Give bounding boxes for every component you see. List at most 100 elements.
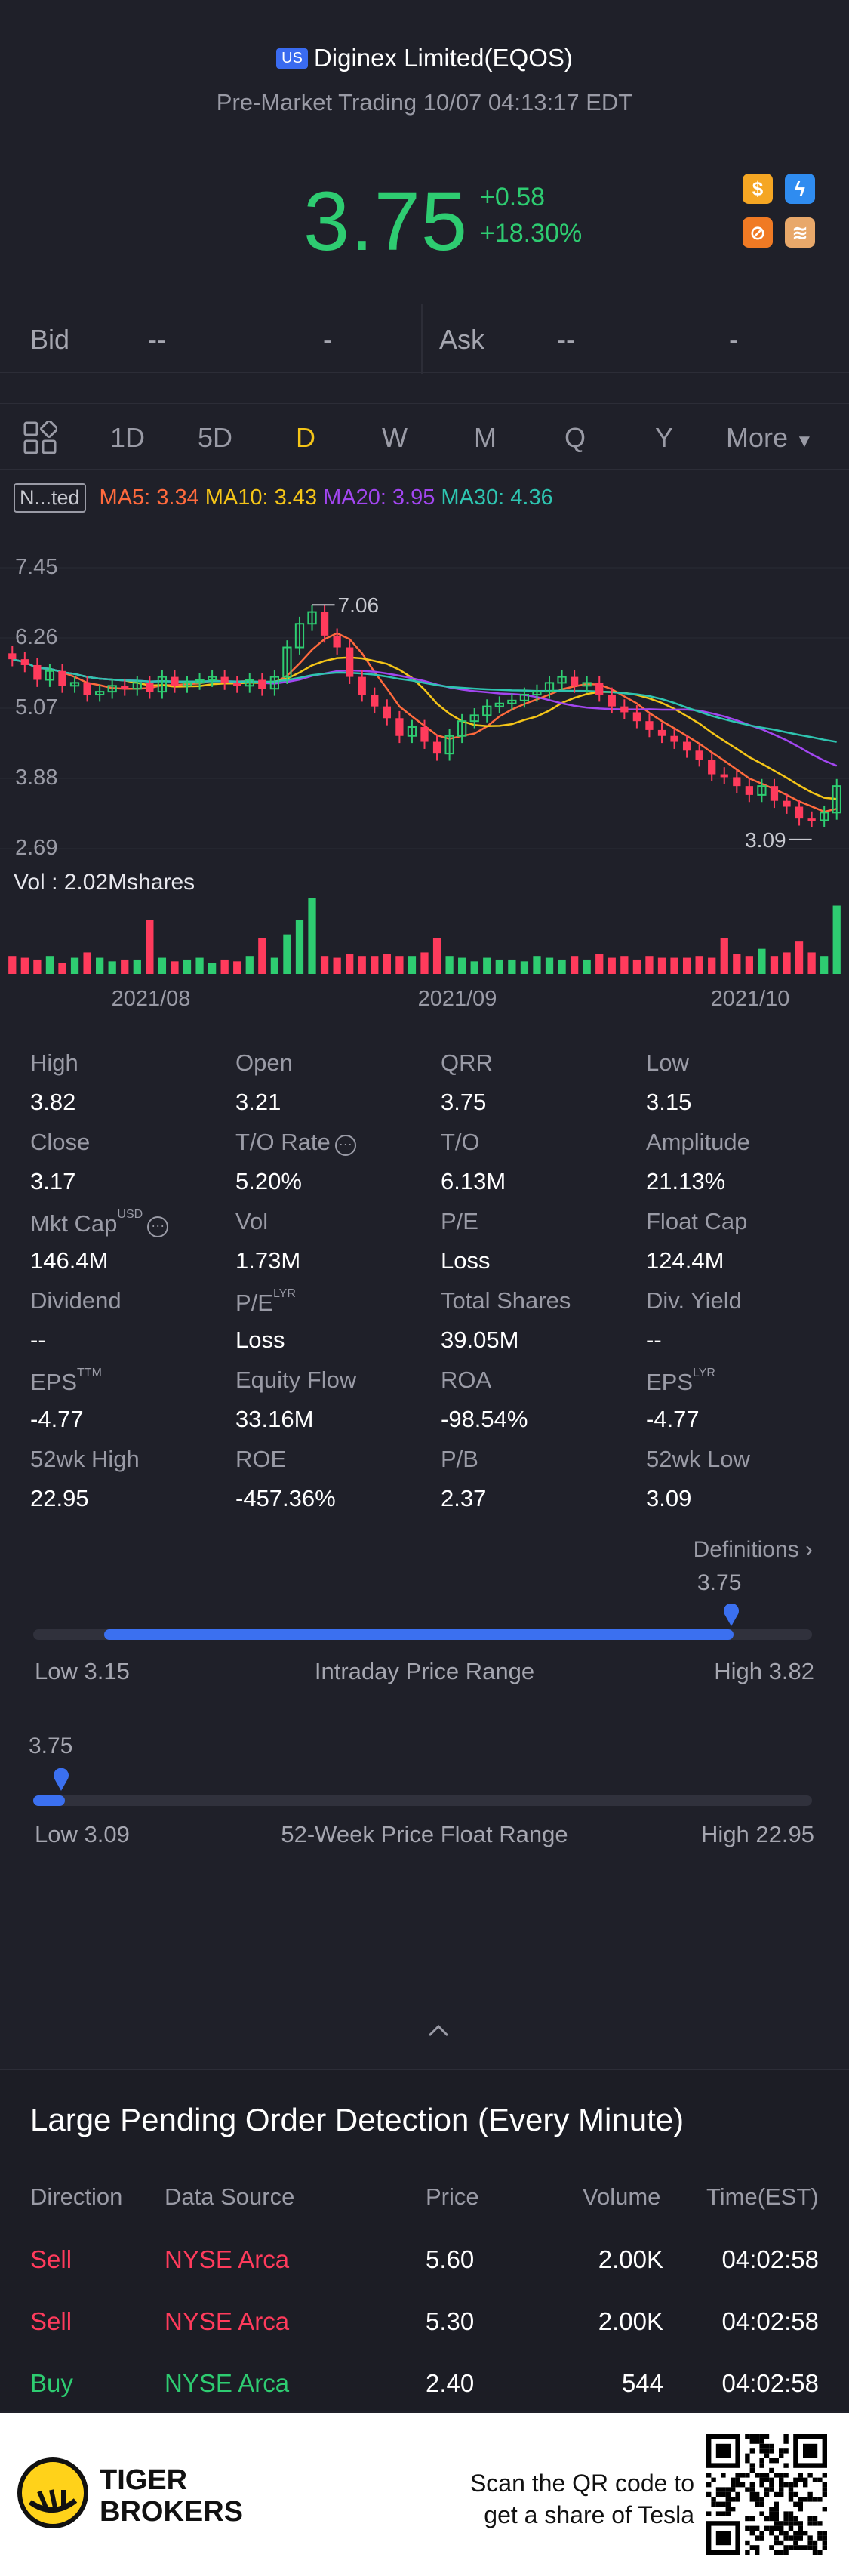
- stat-label: Total Shares: [441, 1287, 571, 1314]
- tab-d[interactable]: D: [296, 422, 315, 453]
- qr-module: [774, 2473, 779, 2478]
- col-price: Price: [426, 2183, 479, 2210]
- volume-bar: [783, 952, 791, 974]
- qr-module: [745, 2550, 750, 2555]
- stat-label-text: Close: [30, 1129, 91, 1155]
- more-info-icon[interactable]: ···: [147, 1216, 169, 1237]
- stat-label-text: Low: [646, 1049, 689, 1076]
- volume-bar: [245, 956, 254, 974]
- qr-module: [783, 2511, 789, 2516]
- qr-module: [731, 2477, 736, 2482]
- volume-bar: [220, 959, 229, 974]
- candle-body: [657, 729, 666, 736]
- qr-module: [774, 2525, 779, 2531]
- qr-module: [745, 2434, 750, 2439]
- qr-module: [769, 2511, 774, 2516]
- candle-body: [582, 682, 592, 687]
- qr-module: [817, 2550, 823, 2555]
- candle-body: [432, 741, 441, 754]
- chevron-up-icon[interactable]: [427, 2023, 450, 2038]
- definitions-link[interactable]: Definitions ›: [694, 1537, 813, 1563]
- stack-icon[interactable]: ≋: [785, 217, 815, 248]
- candle-body: [83, 683, 91, 695]
- volume-bar: [470, 961, 478, 974]
- qr-module: [812, 2516, 818, 2522]
- qr-module: [769, 2545, 774, 2550]
- qr-module: [759, 2501, 764, 2507]
- stat-value: 1.73M: [235, 1247, 301, 1274]
- qr-module: [788, 2545, 794, 2550]
- qr-module: [769, 2458, 774, 2464]
- qr-module: [783, 2439, 789, 2444]
- qr-module: [764, 2491, 770, 2497]
- indicator-selector[interactable]: N...ted: [14, 483, 86, 513]
- qr-module: [769, 2531, 774, 2536]
- tab-5d[interactable]: 5D: [198, 422, 233, 453]
- ma20-line: [12, 658, 838, 767]
- tab-more-label: More: [726, 422, 789, 453]
- qr-module: [807, 2497, 813, 2502]
- stat-label-text: Float Cap: [646, 1208, 748, 1234]
- volume-bars: [8, 898, 841, 974]
- qr-module: [759, 2535, 764, 2541]
- candle-body: [207, 676, 217, 681]
- price-change-pct: +18.30%: [480, 219, 583, 248]
- layout-grid-icon[interactable]: [23, 421, 57, 455]
- tab-m[interactable]: M: [474, 422, 497, 453]
- qr-module: [812, 2550, 818, 2555]
- qr-module: [788, 2525, 794, 2531]
- qr-module: [745, 2473, 750, 2478]
- candle-body: [733, 777, 741, 787]
- stat-label: P/ELYR: [235, 1287, 296, 1317]
- candle-body: [519, 694, 530, 701]
- qr-module: [706, 2491, 712, 2497]
- volume-bar: [458, 957, 466, 974]
- intraday-range-title: Intraday Price Range: [314, 1658, 535, 1684]
- tab-1d[interactable]: 1D: [110, 422, 146, 453]
- qr-module: [779, 2487, 784, 2492]
- bid-ask-bar: Bid -- - Ask -- -: [0, 304, 849, 374]
- volume-bar: [208, 963, 217, 974]
- stat-label-text: 52wk High: [30, 1446, 140, 1472]
- qr-module: [749, 2516, 755, 2522]
- stat-label-text: Equity Flow: [235, 1367, 357, 1393]
- qr-module: [779, 2482, 784, 2488]
- volume-bar: [45, 956, 54, 974]
- x-axis-labels: 2021/08 2021/09 2021/10: [112, 987, 790, 1011]
- volume-bar: [508, 959, 516, 974]
- volume-bar: [33, 959, 42, 974]
- qr-module: [715, 2491, 721, 2497]
- qr-module: [749, 2497, 755, 2502]
- order-source: NYSE Arca: [165, 2369, 290, 2397]
- qr-module: [817, 2521, 823, 2526]
- qr-module: [817, 2497, 823, 2502]
- chart-annotations: 7.06 3.09: [312, 593, 812, 852]
- tab-q[interactable]: Q: [564, 422, 586, 453]
- no-short-icon[interactable]: ⊘: [743, 217, 773, 248]
- dollar-icon[interactable]: $: [743, 174, 773, 204]
- ask-size: -: [729, 324, 738, 355]
- qr-module: [755, 2545, 760, 2550]
- candlestick-chart[interactable]: 7.45 6.26 5.07 3.88 2.69 7.06 3.09 Vol : 2.02…: [0, 528, 849, 1027]
- stat-label: QRR: [441, 1049, 493, 1077]
- bid-size: -: [323, 324, 332, 355]
- volume-bar: [720, 938, 728, 974]
- stat-label: Div. Yield: [646, 1287, 742, 1314]
- qr-module: [764, 2477, 770, 2482]
- volume-bar: [395, 956, 404, 974]
- more-info-icon[interactable]: ···: [334, 1135, 356, 1156]
- lightning-icon[interactable]: ϟ: [785, 174, 815, 204]
- qr-module: [715, 2487, 721, 2492]
- tab-w[interactable]: W: [382, 422, 408, 453]
- x-axis-label: 2021/08: [112, 987, 191, 1011]
- tab-y[interactable]: Y: [655, 422, 674, 453]
- qr-module: [798, 2497, 803, 2502]
- qr-module: [706, 2473, 712, 2478]
- high-annotation: 7.06: [338, 593, 380, 617]
- stat-value: 2.37: [441, 1485, 487, 1511]
- candle-body: [482, 705, 492, 716]
- ask-label: Ask: [439, 324, 485, 355]
- tab-more[interactable]: More ▼: [726, 422, 814, 454]
- qr-code-icon[interactable]: [706, 2434, 827, 2555]
- qr-finder-core: [715, 2531, 731, 2546]
